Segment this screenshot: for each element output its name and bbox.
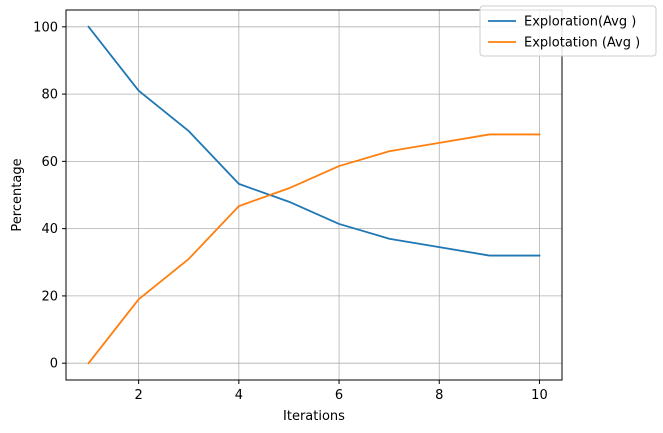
axes-frame [65, 9, 563, 381]
x-axis-label: Iterations [283, 409, 345, 424]
y-tick-label: 80 [41, 88, 58, 103]
y-axis-label: Percentage [10, 158, 25, 231]
series-line-exploration [87, 25, 541, 257]
y-tick-label: 40 [41, 222, 58, 237]
legend-label-exploration: Exploration(Avg ) [524, 15, 636, 30]
y-tick-label: 0 [50, 357, 58, 372]
legend-box [479, 5, 657, 57]
x-tick-label: 6 [335, 388, 343, 403]
series-line-explotation [87, 133, 541, 365]
x-tick-label: 2 [135, 388, 143, 403]
y-tick-label: 60 [41, 155, 58, 170]
x-tick-label: 10 [531, 388, 548, 403]
grid [66, 10, 562, 380]
x-tick-label: 4 [235, 388, 243, 403]
y-tick-label: 100 [33, 20, 58, 35]
legend-label-explotation: Explotation (Avg ) [524, 36, 640, 51]
legend: Exploration(Avg ) Explotation (Avg ) [479, 5, 657, 57]
x-tick-label: 8 [435, 388, 443, 403]
series-layer [87, 25, 541, 365]
y-tick-label: 20 [41, 289, 58, 304]
